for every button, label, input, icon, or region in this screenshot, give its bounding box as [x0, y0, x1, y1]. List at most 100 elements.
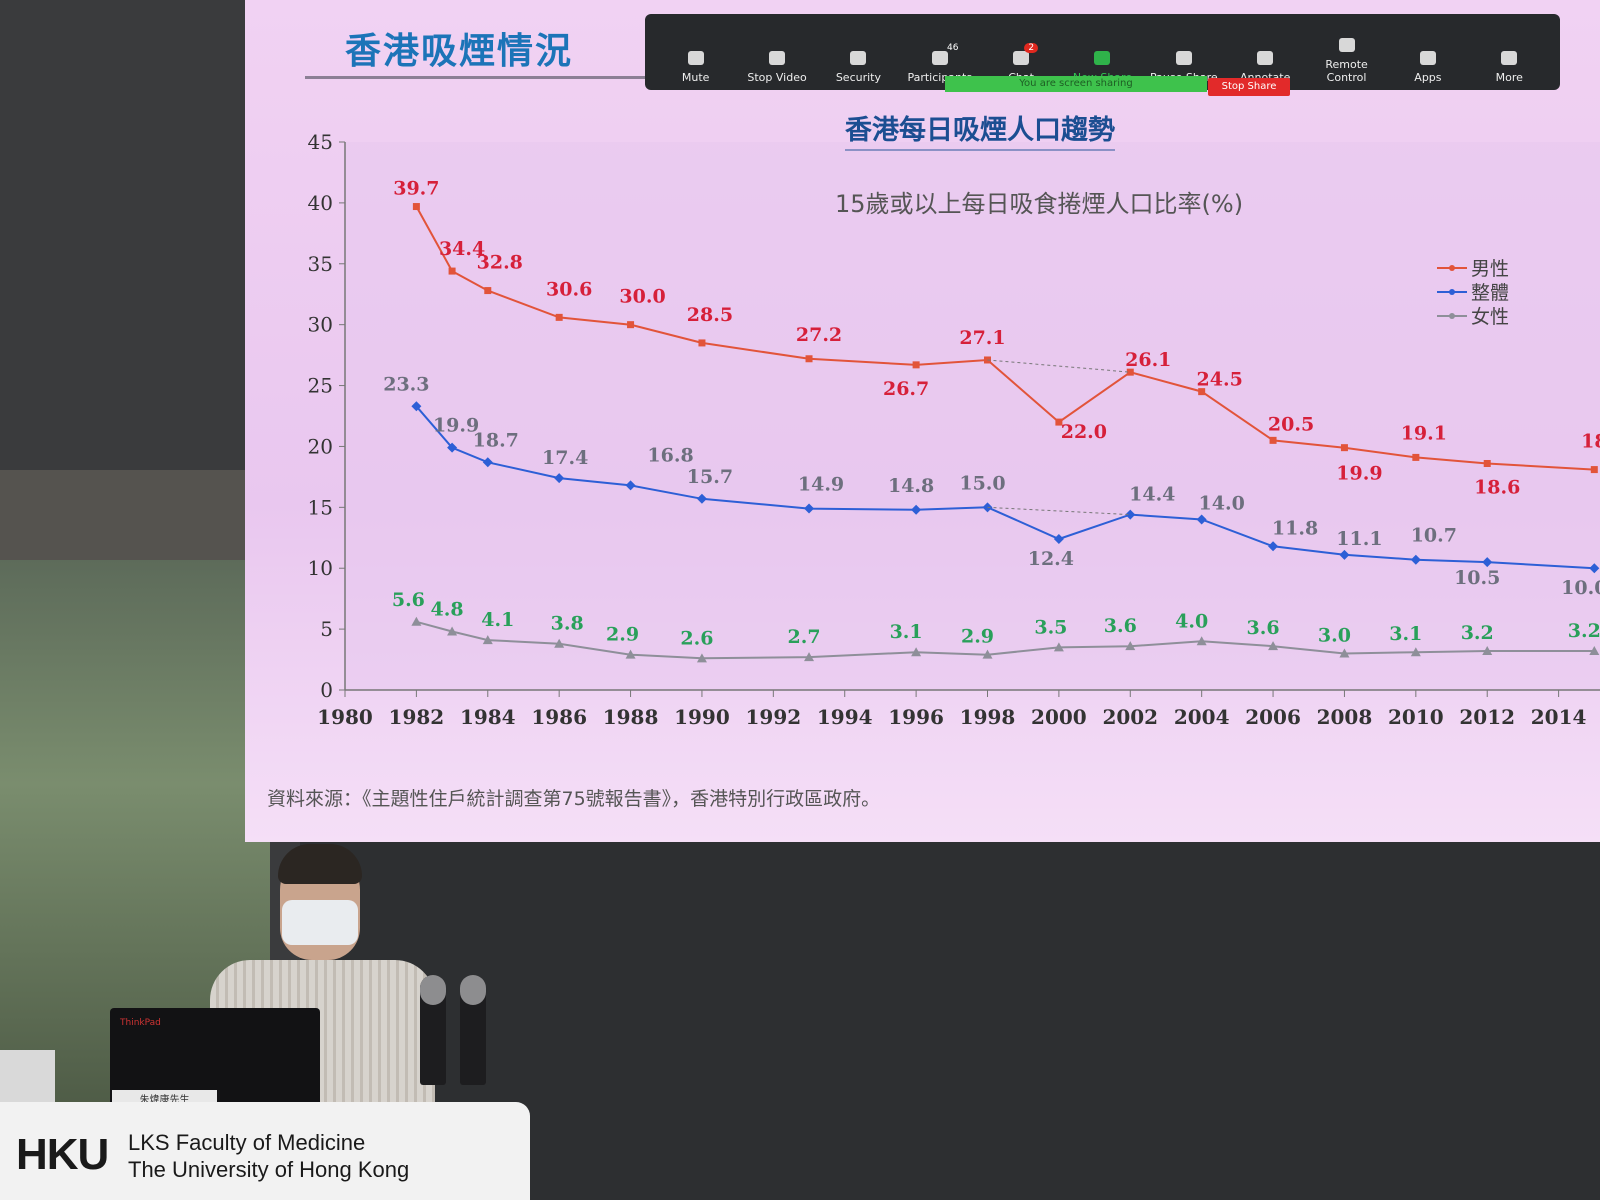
- male-data-label: 19.9: [1336, 463, 1382, 485]
- y-tick-label: 15: [308, 495, 333, 519]
- slide-title: 香港吸煙情況: [345, 31, 574, 72]
- female-point: [447, 626, 458, 636]
- x-tick-label: 2006: [1245, 705, 1301, 729]
- x-tick-label: 1990: [674, 705, 730, 729]
- male-data-label: 24.5: [1197, 369, 1243, 391]
- zoom-remote-control-button[interactable]: Remote Control: [1306, 38, 1387, 84]
- title-divider: [305, 76, 835, 79]
- zoom-security-button[interactable]: Security: [818, 51, 899, 84]
- overall-point: [554, 473, 565, 484]
- male-point: [1590, 466, 1598, 474]
- male-data-label: 18.6: [1474, 476, 1520, 498]
- zoom-stop-video-button[interactable]: Stop Video: [736, 51, 817, 84]
- zoom-item-label: Mute: [681, 71, 710, 84]
- female-data-label: 3.1: [1389, 623, 1422, 645]
- zoom-item-label: Remote Control: [1325, 58, 1368, 84]
- female-point: [804, 652, 815, 662]
- female-data-label: 3.8: [551, 613, 584, 635]
- male-point: [1412, 453, 1420, 461]
- male-data-label: 34.4: [439, 238, 485, 260]
- x-tick-label: 1998: [960, 705, 1016, 729]
- male-legend-marker: [1449, 265, 1455, 271]
- male-data-label: 32.8: [477, 252, 523, 274]
- zoom-mute-button[interactable]: Mute: [655, 51, 736, 84]
- video-camera-icon: [769, 51, 786, 65]
- male-point: [412, 203, 420, 211]
- male-point: [555, 313, 563, 321]
- overall-point: [447, 442, 458, 453]
- female-legend-label: 女性: [1471, 306, 1509, 328]
- female-data-label: 3.5: [1034, 616, 1067, 638]
- overall-data-label: 10.7: [1411, 525, 1457, 547]
- male-data-label: 30.6: [546, 278, 592, 300]
- overall-data-label: 11.1: [1336, 528, 1382, 550]
- y-tick-label: 45: [308, 130, 333, 154]
- ellipsis-icon: [1501, 51, 1518, 65]
- female-point: [411, 616, 422, 626]
- zoom-apps-button[interactable]: Apps: [1387, 51, 1468, 84]
- y-tick-label: 20: [308, 434, 333, 458]
- female-point: [982, 649, 993, 659]
- overall-data-label: 15.7: [687, 466, 733, 488]
- y-tick-label: 30: [308, 313, 333, 337]
- stop-share-button[interactable]: Stop Share: [1208, 78, 1290, 96]
- zoom-item-label: Security: [835, 71, 881, 84]
- overall-point: [1196, 514, 1207, 525]
- overall-data-label: 23.3: [383, 373, 429, 395]
- male-data-label: 27.1: [959, 327, 1005, 349]
- female-point: [911, 647, 922, 657]
- zoom-more-button[interactable]: More: [1469, 51, 1550, 84]
- male-point: [484, 287, 492, 295]
- male-data-label: 30.0: [619, 286, 665, 308]
- overall-point: [1410, 554, 1421, 565]
- male-point: [1198, 388, 1206, 396]
- female-point: [1339, 648, 1350, 658]
- x-tick-label: 2002: [1102, 705, 1158, 729]
- presenter-hair: [278, 844, 362, 884]
- university-name: The University of Hong Kong: [128, 1157, 410, 1182]
- overall-point: [982, 502, 993, 513]
- female-point: [1125, 641, 1136, 651]
- x-tick-label: 1982: [389, 705, 445, 729]
- x-tick-label: 1986: [531, 705, 587, 729]
- pencil-icon: [1257, 51, 1274, 65]
- male-point: [1340, 444, 1348, 452]
- overall-data-label: 14.9: [798, 474, 844, 496]
- male-data-label: 20.5: [1268, 413, 1314, 435]
- female-data-label: 3.6: [1247, 617, 1280, 639]
- female-point: [625, 649, 636, 659]
- male-data-label: 28.5: [687, 304, 733, 326]
- female-point: [1410, 647, 1421, 657]
- overall-legend-marker: [1449, 289, 1455, 295]
- male-data-label: 26.1: [1125, 349, 1171, 371]
- overall-point: [1589, 563, 1600, 574]
- data-source-note: 資料來源：《主題性住戶統計調查第75號報告書》，香港特別行政區政府。: [267, 788, 881, 810]
- x-tick-label: 2000: [1031, 705, 1087, 729]
- laptop-brand: ThinkPad: [120, 1018, 161, 1028]
- overall-point: [1268, 541, 1279, 552]
- female-point: [1482, 646, 1493, 656]
- y-tick-label: 35: [308, 252, 333, 276]
- y-tick-label: 0: [320, 678, 333, 702]
- y-tick-label: 25: [308, 374, 333, 398]
- female-data-label: 2.6: [680, 627, 713, 649]
- female-data-label: 5.6: [392, 589, 425, 611]
- female-point: [1268, 641, 1279, 651]
- female-point: [1589, 646, 1600, 656]
- male-point: [1269, 436, 1277, 444]
- female-data-label: 3.2: [1461, 622, 1494, 644]
- female-data-label: 4.8: [431, 599, 464, 621]
- male-data-label: 22.0: [1061, 421, 1107, 443]
- male-point: [698, 339, 706, 347]
- overall-point: [411, 401, 422, 412]
- x-tick-label: 1996: [888, 705, 944, 729]
- male-data-label: 18.1: [1581, 431, 1600, 453]
- smoking-trend-chart: 0 5 10 15 20 25 30 35 40 45 1980 1982 1984 1986 1988 19…: [308, 130, 1600, 729]
- face-mask: [282, 900, 358, 945]
- overall-data-label: 14.8: [888, 475, 934, 497]
- overall-data-label: 19.9: [433, 415, 479, 437]
- x-tick-label: 2008: [1317, 705, 1373, 729]
- male-point: [627, 321, 635, 329]
- apps-icon: [1419, 51, 1436, 65]
- overall-data-label: 16.8: [647, 444, 693, 466]
